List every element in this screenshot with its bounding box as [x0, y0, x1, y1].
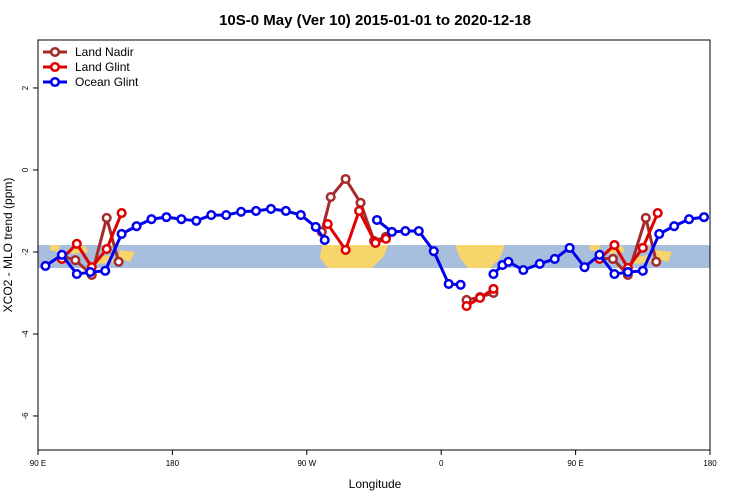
data-point [637, 242, 648, 253]
y-tick-label: -2 [21, 248, 30, 256]
land-patch [320, 245, 388, 268]
data-point [191, 215, 202, 226]
y-tick-label: -4 [21, 330, 30, 338]
x-axis-label: Longitude [349, 477, 402, 491]
x-tick-label: 90 E [567, 459, 583, 468]
data-point [607, 253, 618, 264]
legend-marker [49, 46, 61, 58]
x-tick-label: 180 [166, 459, 180, 468]
data-point [474, 292, 486, 303]
x-tick-label: 90 W [297, 459, 316, 468]
data-point [564, 242, 575, 253]
x-tick-label: 90 E [30, 459, 46, 468]
data-point [280, 205, 291, 217]
data-point [113, 256, 124, 267]
data-point [637, 265, 648, 276]
data-point [221, 210, 232, 221]
data-point [669, 221, 680, 232]
data-point [651, 256, 662, 267]
chart-title: 10S-0 May (Ver 10) 2015-01-01 to 2020-12… [219, 12, 531, 29]
legend-marker [49, 76, 61, 88]
data-point [371, 214, 383, 226]
data-point [325, 191, 336, 203]
data-point [100, 265, 111, 276]
data-point [85, 267, 96, 278]
y-tick-label: -6 [21, 412, 30, 420]
data-point [236, 206, 247, 217]
y-tick-label: 0 [21, 167, 30, 172]
data-point [488, 283, 499, 294]
data-point [579, 262, 590, 273]
data-point [146, 214, 157, 225]
data-point [40, 260, 51, 271]
data-point [340, 244, 351, 255]
data-point [101, 244, 112, 255]
data-point [161, 212, 172, 223]
data-point [380, 233, 391, 244]
legend-marker [49, 61, 61, 73]
data-point [684, 214, 695, 225]
x-tick-label: 180 [703, 459, 717, 468]
land-patch [455, 245, 505, 268]
data-point [698, 212, 710, 223]
data-point [443, 278, 454, 290]
data-point [461, 301, 472, 312]
data-point [71, 238, 82, 249]
data-point [534, 258, 545, 269]
data-point [488, 269, 499, 280]
data-point [355, 197, 366, 208]
series-line [61, 177, 658, 302]
data-point [131, 221, 142, 232]
data-point [455, 279, 466, 290]
data-point [609, 269, 620, 280]
data-point [354, 205, 365, 217]
plot-frame [37, 39, 711, 451]
data-point [310, 221, 321, 233]
data-point [116, 228, 127, 239]
data-point [640, 212, 651, 223]
data-point [295, 210, 306, 221]
data-point [56, 249, 67, 260]
x-tick-label: 0 [439, 459, 444, 468]
data-point [652, 207, 663, 219]
legend-label: Ocean Glint [75, 75, 139, 89]
data-point [265, 203, 277, 214]
data-point [116, 207, 127, 219]
data-point [400, 226, 411, 237]
data-point [176, 214, 187, 225]
data-point [71, 269, 82, 280]
data-point [413, 226, 424, 237]
data-point [594, 249, 605, 260]
data-point [503, 256, 514, 267]
data-point [386, 226, 397, 237]
data-point [70, 255, 81, 266]
data-point [206, 210, 217, 221]
data-point [428, 246, 439, 257]
legend-label: Land Nadir [75, 45, 134, 59]
data-point [518, 264, 529, 276]
data-point [549, 253, 560, 264]
data-point [654, 228, 665, 239]
data-point [322, 219, 333, 230]
data-point [101, 212, 112, 223]
legend-label: Land Glint [75, 60, 130, 74]
y-axis-label: XCO2 - MLO trend (ppm) [1, 178, 15, 313]
data-point [250, 205, 262, 217]
data-point [370, 237, 381, 248]
data-point [340, 173, 351, 185]
data-point [319, 235, 330, 246]
data-point [609, 239, 620, 251]
data-point [622, 267, 633, 278]
y-tick-label: 2 [21, 85, 30, 90]
